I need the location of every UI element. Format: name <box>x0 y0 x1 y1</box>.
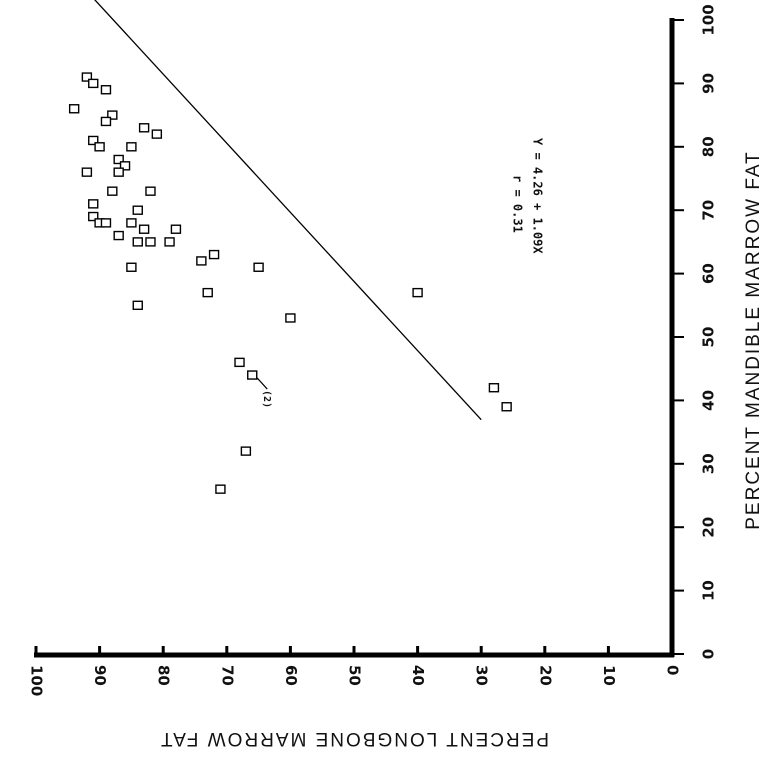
data-point <box>126 218 137 228</box>
data-point <box>88 78 99 89</box>
y-tick-label: 0 <box>700 649 718 659</box>
data-point <box>113 167 124 177</box>
y-tick-label: 70 <box>700 200 718 221</box>
points-layer <box>68 72 512 494</box>
data-point <box>88 199 99 209</box>
y-tick-label: 20 <box>700 517 718 538</box>
data-point <box>488 383 500 393</box>
data-point <box>68 104 80 114</box>
axes <box>34 18 675 658</box>
data-point <box>247 370 258 380</box>
data-point <box>138 224 150 234</box>
y-ticks: 0 10 20 30 40 50 60 70 80 90 100 <box>672 4 718 659</box>
x-tick-label: 10 <box>600 665 618 686</box>
regression-equation: Y = 4.26 + 1.09X <box>531 138 545 254</box>
x-tick-label: 100 <box>28 665 46 696</box>
data-point <box>94 142 105 152</box>
data-point <box>132 237 143 247</box>
data-point <box>132 205 143 215</box>
data-point <box>113 230 124 241</box>
x-tick-label: 90 <box>91 665 109 686</box>
data-point <box>113 154 124 165</box>
data-point <box>208 249 220 260</box>
x-tick-label: 70 <box>218 665 236 686</box>
x-ticks: 0 10 20 30 40 50 60 70 80 90 100 <box>28 646 682 696</box>
count-label: (2) <box>261 390 272 408</box>
data-point <box>412 287 423 298</box>
data-point <box>107 186 118 196</box>
y-tick-label: 60 <box>700 263 718 284</box>
data-point <box>126 142 137 152</box>
y-tick-label: 80 <box>700 136 718 157</box>
x-tick-label: 30 <box>473 665 491 686</box>
data-point <box>240 446 252 456</box>
data-point <box>119 161 131 171</box>
data-point <box>196 256 207 266</box>
x-tick-label: 60 <box>282 665 300 686</box>
data-point <box>202 287 213 298</box>
regression-layer <box>94 0 482 421</box>
data-point <box>215 484 226 494</box>
data-point <box>132 300 143 310</box>
y-tick-label: 90 <box>700 73 718 94</box>
y-tick-label: 30 <box>700 453 718 474</box>
count-annotation: (2) <box>256 377 272 408</box>
data-point <box>100 116 112 127</box>
data-point <box>107 110 118 120</box>
data-point <box>138 123 150 133</box>
y-tick-label: 10 <box>700 580 718 601</box>
data-point <box>151 129 163 139</box>
data-point <box>81 167 93 177</box>
correlation-coefficient: r = 0.31 <box>511 175 525 233</box>
data-point <box>285 313 296 323</box>
x-axis-title: PERCENT LONGBONE MARROW FAT <box>159 728 549 749</box>
data-point <box>145 237 156 247</box>
data-point <box>126 262 137 272</box>
x-tick-label: 50 <box>346 665 364 686</box>
data-point <box>253 262 264 272</box>
data-point <box>501 402 512 412</box>
y-tick-label: 40 <box>700 390 718 411</box>
y-axis-title: PERCENT MANDIBLE MARROW FAT <box>743 150 764 530</box>
data-point <box>170 224 182 234</box>
regression-line <box>94 0 482 421</box>
data-point <box>234 357 245 368</box>
count-leader-line <box>256 377 268 390</box>
data-point <box>164 237 175 247</box>
data-point <box>88 211 99 222</box>
x-tick-label: 0 <box>664 665 682 675</box>
data-point <box>100 218 112 228</box>
y-tick-label: 50 <box>700 327 718 348</box>
x-tick-label: 80 <box>155 665 173 686</box>
data-point <box>145 186 156 196</box>
data-point <box>100 85 112 95</box>
data-point <box>81 72 93 82</box>
data-point <box>88 135 99 146</box>
y-tick-label: 100 <box>700 4 718 35</box>
x-tick-label: 20 <box>536 665 554 686</box>
x-tick-label: 40 <box>409 665 427 686</box>
